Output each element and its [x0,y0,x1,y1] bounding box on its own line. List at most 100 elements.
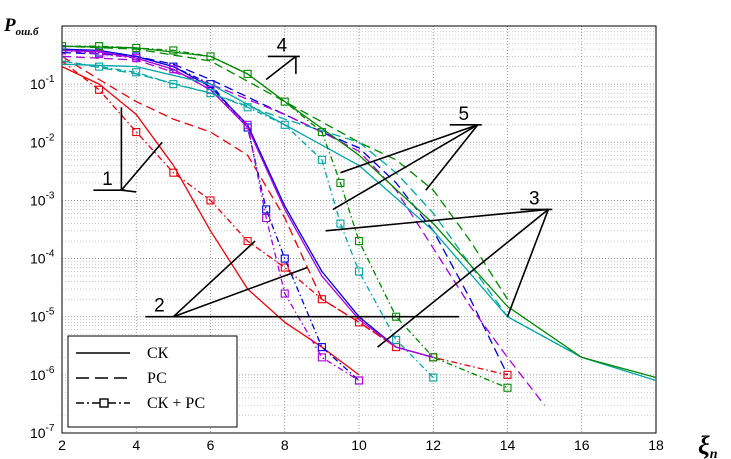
series-line-1 [62,55,397,348]
annotation-leader [121,189,137,193]
x-tick-label: 16 [574,437,590,453]
series-layer [62,42,656,406]
series-marker [354,376,364,385]
series-marker [95,62,104,71]
series-marker [354,267,364,276]
y-tick-labels: 10-1 10-2 10-3 10-4 10-5 10-6 10-7 [30,74,55,441]
annotation-leader [173,266,308,318]
x-tick-label: 4 [132,437,140,453]
series-marker [280,120,289,129]
series-marker [280,254,289,263]
series-marker [262,205,271,214]
annotation-leader [325,208,549,232]
series-marker [132,68,141,77]
annotation-label-2: 2 [154,296,165,317]
legend-label-sk: СК [147,345,169,362]
series-marker [206,89,215,98]
legend-square-marker [99,398,109,408]
series-marker [62,46,67,55]
series-marker [206,196,215,205]
series-marker [243,120,252,129]
series-line-10 [62,60,583,358]
annotation-label-4: 4 [277,35,288,56]
series-marker [429,373,438,382]
series-line-6 [62,49,434,359]
series-marker [280,97,289,106]
series-marker [132,43,141,52]
legend-label-sk-rs: СК + РС [147,395,205,412]
series-marker [262,213,271,222]
x-tick-label: 18 [648,437,664,453]
annotation-leader [506,209,550,317]
annotation-leader [425,124,479,191]
series-marker [62,42,67,51]
annotation-leader [120,141,163,191]
series-line-9 [62,63,656,382]
legend-box [67,335,238,428]
series-marker [243,103,252,112]
series-marker [354,237,364,246]
series-marker [243,69,252,78]
y-tick-label: 10-4 [30,249,55,267]
series-marker [169,65,178,74]
series-marker [95,42,104,51]
series-marker [503,383,512,392]
y-tick-label: 10-5 [30,307,55,325]
series-marker [280,289,289,298]
x-tick-labels: 2 4 6 8 10 12 14 16 18 [58,437,664,453]
series-marker [95,49,104,59]
x-tick-label: 14 [500,437,516,453]
series-line-7 [62,55,546,406]
annotation-leader [332,124,479,211]
series-marker [317,343,326,352]
annotation-leader [377,208,549,348]
x-axis-label: ξn [698,431,718,459]
series-marker [169,46,178,55]
y-tick-label: 10-6 [30,365,55,383]
series-marker [503,370,512,379]
series-marker [317,155,326,164]
series-marker [132,54,141,63]
legend-label-rs: РС [147,370,167,387]
series-marker [317,295,326,304]
y-tick-label: 10-1 [30,74,55,92]
series-marker [169,80,178,89]
series-marker [317,353,326,362]
series-marker [169,168,178,177]
series-line-0 [62,66,360,376]
series-marker [206,52,215,61]
annotation-leader [265,55,297,81]
plot-frame [61,25,657,434]
x-tick-label: 10 [351,437,367,453]
series-marker [392,335,401,344]
annotation-layer: 1 2 3 4 5 [93,35,553,348]
y-tick-label: 10-2 [30,132,55,150]
legend: СК РС СК + РС [67,335,238,428]
x-tick-label: 8 [281,437,289,453]
annotation-label-5: 5 [459,104,470,125]
x-tick-label: 2 [58,437,66,453]
series-marker [95,85,104,94]
y-tick-label: 10-3 [30,190,55,208]
series-marker [132,127,141,137]
y-tick-label: 10-7 [30,423,55,441]
x-tick-label: 12 [425,437,441,453]
series-marker [206,80,215,89]
x-tick-label: 6 [207,437,215,453]
series-marker [280,263,289,272]
series-marker [62,56,67,66]
annotation-leader [172,240,256,318]
series-marker [429,353,438,362]
series-marker [317,127,326,137]
series-marker [336,219,345,228]
series-marker [336,178,345,187]
series-line-11 [62,60,434,378]
y-axis-label: Pош.б [3,15,39,38]
series-marker [243,237,252,246]
series-line-8 [62,49,360,382]
annotation-label-3: 3 [529,188,540,209]
annotation-label-1: 1 [102,169,113,190]
annotation-leader [340,124,479,174]
series-line-13 [62,45,509,300]
